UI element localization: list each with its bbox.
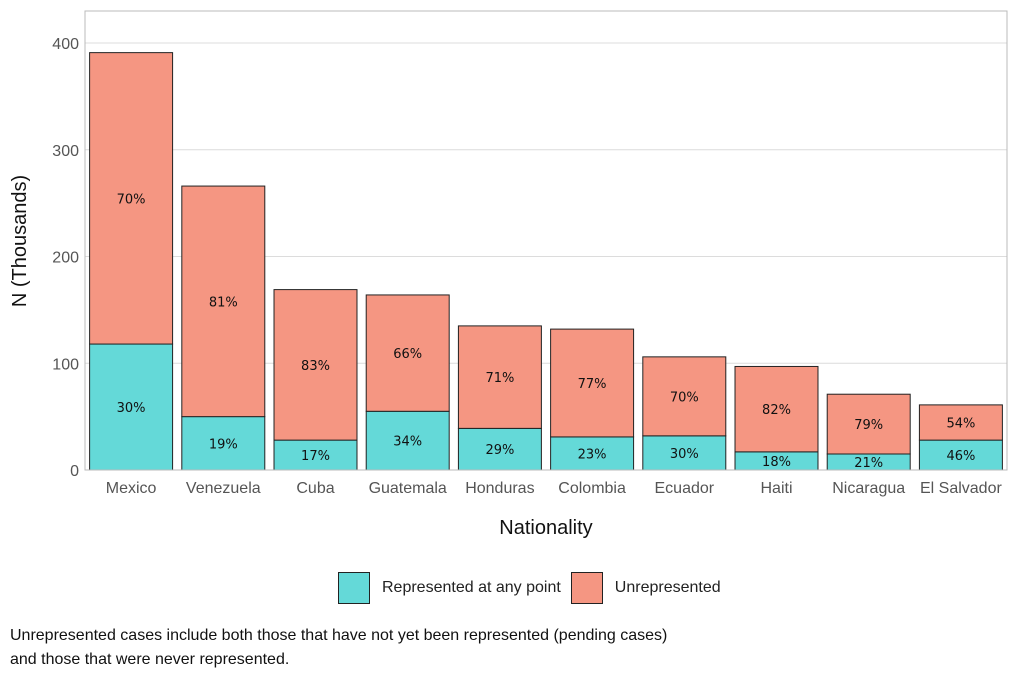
- legend-item-represented: Represented at any point: [338, 572, 561, 604]
- bar-value-label: 79%: [854, 418, 883, 433]
- y-tick-label: 400: [52, 36, 79, 53]
- footnote-line-2: and those that were never represented.: [10, 651, 290, 668]
- bar-unrepresented-honduras: [457, 325, 542, 429]
- bar-value-label: 81%: [209, 295, 238, 310]
- legend-label-represented: Represented at any point: [382, 579, 561, 596]
- bar-value-label: 23%: [578, 447, 607, 462]
- bar-represented-mexico: [89, 343, 174, 471]
- bar-value-label: 77%: [578, 377, 607, 392]
- y-tick-label: 0: [70, 463, 79, 480]
- bar-value-label: 30%: [117, 401, 146, 416]
- bar-labels: 30% 70% 19% 81% 17% 83% 34% 66% 29% 71% 23% 77% 30% 7…: [117, 192, 976, 471]
- bar-unrepresented-cuba: [273, 289, 358, 441]
- bar-unrepresented-venezuela: [181, 185, 266, 418]
- axes: 0 100 200 300 400 Mexico Venezuela Cuba Guatemal…: [52, 10, 1008, 497]
- x-tick-label: Haiti: [760, 480, 792, 497]
- bar-value-label: 71%: [485, 371, 514, 386]
- bar-value-label: 66%: [393, 347, 422, 362]
- x-tick-label: El Salvador: [920, 480, 1002, 497]
- x-tick-label: Ecuador: [655, 480, 715, 497]
- bar-unrepresented-mexico: [89, 52, 174, 345]
- x-tick-label: Honduras: [465, 480, 534, 497]
- x-tick-label: Guatemala: [369, 480, 447, 497]
- x-tick-label: Venezuela: [186, 480, 261, 497]
- legend-swatch-unrepresented: [570, 572, 603, 604]
- bar-value-label: 17%: [301, 449, 330, 464]
- footnote-line-1: Unrepresented cases include both those t…: [10, 627, 668, 644]
- bar-value-label: 21%: [854, 456, 883, 471]
- bar-unrepresented-guatemala: [365, 294, 450, 412]
- legend: Represented at any point Unrepresented: [338, 572, 731, 604]
- bar-unrepresented-haiti: [734, 365, 819, 453]
- bar-value-label: 46%: [946, 449, 975, 464]
- x-tick-label: Mexico: [106, 480, 157, 497]
- x-tick-label: Colombia: [558, 480, 626, 497]
- bar-unrepresented-el-salvador: [918, 404, 1003, 441]
- bars: [89, 52, 1003, 471]
- bar-value-label: 83%: [301, 359, 330, 374]
- x-tick-label: Nicaragua: [832, 480, 905, 497]
- bar-value-label: 54%: [946, 416, 975, 431]
- bar-unrepresented-colombia: [550, 328, 635, 438]
- bar-represented-guatemala: [365, 410, 450, 471]
- bar-represented-ecuador: [642, 435, 727, 471]
- x-tick-label: Cuba: [296, 480, 334, 497]
- bar-value-label: 30%: [670, 447, 699, 462]
- legend-item-unrepresented: Unrepresented: [570, 572, 721, 604]
- y-tick-label: 100: [52, 356, 79, 373]
- bar-value-label: 34%: [393, 435, 422, 450]
- plot-border: [84, 10, 1008, 471]
- bar-value-label: 18%: [762, 455, 791, 470]
- bar-value-label: 70%: [117, 192, 146, 207]
- bar-value-label: 70%: [670, 390, 699, 405]
- y-axis-title: N (Thousands): [9, 175, 31, 307]
- legend-swatch-represented: [338, 572, 370, 604]
- y-tick-label: 200: [52, 250, 79, 267]
- legend-label-unrepresented: Unrepresented: [614, 579, 721, 596]
- bar-represented-honduras: [457, 427, 542, 471]
- bar-unrepresented-nicaragua: [826, 393, 911, 455]
- stacked-bar-chart: 30% 70% 19% 81% 17% 83% 34% 66% 29% 71% 23% 77% 30% 7…: [9, 10, 1008, 539]
- footnote: Unrepresented cases include both those t…: [10, 624, 810, 672]
- bar-unrepresented-ecuador: [642, 356, 727, 437]
- bar-value-label: 19%: [209, 437, 238, 452]
- y-tick-label: 300: [52, 143, 79, 160]
- bar-value-label: 29%: [485, 443, 514, 458]
- bar-value-label: 82%: [762, 403, 791, 418]
- x-axis-title: Nationality: [499, 517, 592, 539]
